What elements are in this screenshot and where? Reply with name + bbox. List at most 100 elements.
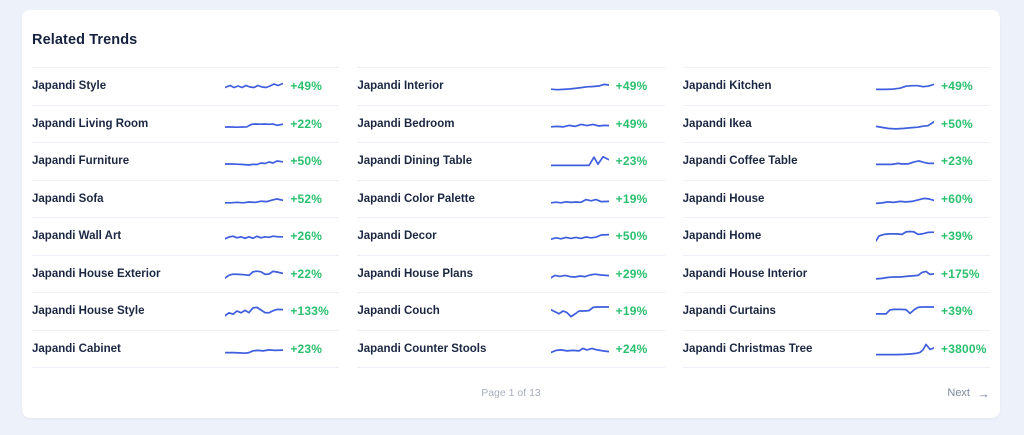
trend-row[interactable]: Japandi Ikea +50% <box>682 104 990 143</box>
page-title: Related Trends <box>32 32 138 48</box>
trend-sparkline <box>876 230 934 242</box>
trend-sparkline <box>876 160 934 166</box>
trend-sparkline <box>225 122 284 128</box>
trend-row[interactable]: Japandi Cabinet +23% <box>32 329 340 368</box>
trend-row[interactable]: Japandi House Exterior +22% <box>32 254 340 293</box>
trend-change: +52% <box>290 191 323 206</box>
trend-row[interactable]: Japandi House Interior +175% <box>682 254 990 293</box>
trend-label: Japandi Bedroom <box>357 117 455 130</box>
trend-row[interactable]: Japandi Coffee Table +23% <box>682 142 990 180</box>
trend-sparkline <box>876 197 934 204</box>
trend-row[interactable]: Japandi Living Room +22% <box>32 104 340 143</box>
trend-label: Japandi Coffee Table <box>682 155 798 168</box>
trend-change: +3800% <box>941 341 987 356</box>
trend-sparkline <box>876 270 934 280</box>
trend-label: Japandi Dining Table <box>357 155 473 168</box>
trend-label: Japandi Counter Stools <box>357 342 487 355</box>
trend-label: Japandi Color Palette <box>357 192 475 205</box>
trend-label: Japandi Decor <box>357 230 437 243</box>
trend-sparkline <box>876 120 934 130</box>
trend-change: +22% <box>290 116 323 131</box>
arrow-right-icon: → <box>977 385 990 401</box>
trend-row[interactable]: Japandi Counter Stools +24% <box>357 329 665 368</box>
trend-sparkline <box>876 83 934 91</box>
trend-change: +49% <box>941 79 973 94</box>
trends-column-2: Japandi Interior +49% Japandi Bedroom +49% J… <box>357 67 665 368</box>
trend-sparkline <box>225 348 284 354</box>
trend-change: +19% <box>615 191 648 206</box>
trends-grid: Japandi Style +49% Japandi Living Room +22%… <box>32 67 990 368</box>
trend-label: Japandi Couch <box>357 305 440 318</box>
trend-row[interactable]: Japandi Furniture +50% <box>32 142 340 180</box>
trend-change: +29% <box>615 266 648 281</box>
trend-sparkline <box>550 233 609 241</box>
related-trends-card: Related Trends Japandi Style +49% Japandi … <box>22 10 1000 418</box>
trend-sparkline <box>225 235 284 240</box>
trend-label: Japandi House <box>682 192 765 205</box>
trend-label: Japandi Wall Art <box>32 230 122 243</box>
trend-row[interactable]: Japandi Wall Art +26% <box>32 217 340 255</box>
trend-change: +175% <box>941 266 980 281</box>
trend-change: +60% <box>941 191 973 206</box>
trend-row[interactable]: Japandi House Style +133% <box>32 292 340 330</box>
trend-label: Japandi Home <box>682 230 762 243</box>
trend-label: Japandi Kitchen <box>682 80 772 93</box>
trend-row[interactable]: Japandi Couch +19% <box>357 292 665 330</box>
trend-label: Japandi Interior <box>357 80 444 93</box>
trend-label: Japandi Ikea <box>682 117 752 130</box>
trend-sparkline <box>550 306 609 318</box>
trend-row[interactable]: Japandi Sofa +52% <box>32 179 340 218</box>
trend-row[interactable]: Japandi Interior +49% <box>357 67 665 105</box>
trend-change: +133% <box>290 304 330 319</box>
trend-change: +23% <box>941 154 973 169</box>
trend-row[interactable]: Japandi Kitchen +49% <box>682 67 990 105</box>
trend-sparkline <box>225 197 284 204</box>
trend-change: +50% <box>615 229 648 244</box>
trend-sparkline <box>550 156 609 167</box>
trend-label: Japandi House Style <box>32 305 145 318</box>
trend-sparkline <box>550 198 609 204</box>
trend-sparkline <box>550 347 609 353</box>
next-page-label: Next <box>947 387 970 399</box>
trend-change: +49% <box>615 79 648 94</box>
trend-row[interactable]: Japandi Color Palette +19% <box>357 179 665 218</box>
trend-row[interactable]: Japandi Bedroom +49% <box>357 104 665 143</box>
trend-row[interactable]: Japandi Curtains +39% <box>682 292 990 330</box>
trend-change: +49% <box>615 116 648 131</box>
trend-label: Japandi Sofa <box>32 192 104 205</box>
trend-row[interactable]: Japandi Decor +50% <box>357 217 665 255</box>
trends-column-3: Japandi Kitchen +49% Japandi Ikea +50% Japan… <box>682 67 990 368</box>
trend-row[interactable]: Japandi Home +39% <box>682 217 990 255</box>
trend-change: +19% <box>615 304 648 319</box>
trend-row[interactable]: Japandi House +60% <box>682 179 990 218</box>
pagination-footer: Page 1 of 13 Next → <box>32 368 990 418</box>
trend-sparkline <box>225 306 284 317</box>
trend-label: Japandi House Exterior <box>32 267 161 280</box>
trend-change: +39% <box>941 304 973 319</box>
next-page-button[interactable]: Next → <box>947 387 990 400</box>
trend-change: +23% <box>290 341 323 356</box>
trends-column-1: Japandi Style +49% Japandi Living Room +22%… <box>32 67 340 368</box>
trend-change: +26% <box>290 229 323 244</box>
trend-change: +22% <box>290 266 323 281</box>
trend-sparkline <box>550 83 609 91</box>
trend-change: +50% <box>290 154 323 169</box>
trend-label: Japandi House Interior <box>682 267 808 280</box>
trend-change: +39% <box>941 229 973 244</box>
trend-row[interactable]: Japandi Dining Table +23% <box>357 142 665 180</box>
trend-label: Japandi Cabinet <box>32 342 121 355</box>
trend-sparkline <box>225 160 284 167</box>
trend-sparkline <box>550 273 609 279</box>
trend-label: Japandi House Plans <box>357 267 474 280</box>
trend-change: +50% <box>941 116 973 131</box>
trend-row[interactable]: Japandi Christmas Tree +3800% <box>682 329 990 368</box>
trend-sparkline <box>876 343 934 356</box>
trend-change: +49% <box>290 79 323 94</box>
trend-sparkline <box>876 306 934 315</box>
trend-row[interactable]: Japandi Style +49% <box>32 67 340 105</box>
trend-label: Japandi Furniture <box>32 155 130 168</box>
trend-label: Japandi Christmas Tree <box>682 342 813 355</box>
trend-row[interactable]: Japandi House Plans +29% <box>357 254 665 293</box>
trend-change: +24% <box>615 341 648 356</box>
trend-label: Japandi Living Room <box>32 117 149 130</box>
